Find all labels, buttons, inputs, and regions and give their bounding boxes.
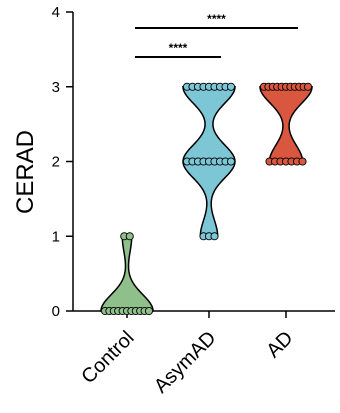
data-point — [125, 232, 134, 241]
significance-label: **** — [207, 12, 226, 26]
y-tick-label: 3 — [52, 79, 60, 96]
data-point — [144, 306, 154, 316]
x-tick-label: AD — [262, 327, 297, 362]
y-tick-label: 1 — [52, 228, 60, 245]
y-tick-label: 4 — [52, 4, 60, 21]
x-axis: Control AsymAD AD — [73, 310, 335, 398]
y-ticks: 0 1 2 3 4 — [52, 4, 73, 320]
violin-control — [100, 235, 154, 312]
significance-label: **** — [169, 41, 188, 55]
y-axis: 0 1 2 3 4 — [52, 4, 74, 320]
significance-brackets: **** **** — [135, 12, 298, 58]
x-ticks: Control AsymAD AD — [77, 311, 298, 398]
data-point — [226, 157, 236, 166]
data-point — [210, 232, 219, 241]
data-point — [303, 82, 313, 91]
x-tick-label: AsymAD — [150, 327, 221, 398]
y-tick-label: 2 — [52, 154, 60, 171]
data-point — [298, 157, 307, 166]
data-point — [226, 82, 236, 91]
violins — [100, 82, 313, 316]
y-axis-title: CERAD — [12, 130, 39, 214]
violin-ad — [259, 86, 313, 163]
y-tick-label: 0 — [52, 303, 60, 320]
x-tick-label: Control — [77, 327, 138, 388]
